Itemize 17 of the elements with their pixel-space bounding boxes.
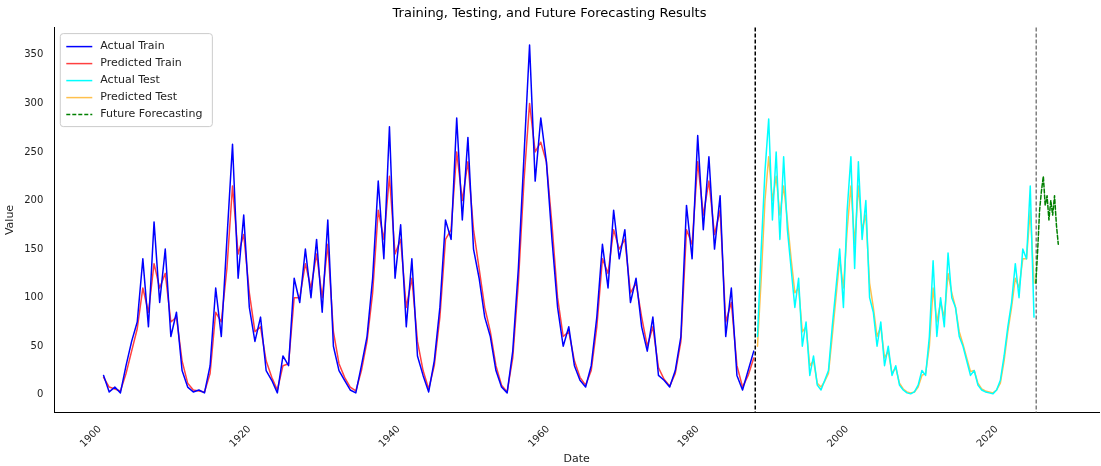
y-tick-label: 100 xyxy=(24,291,44,303)
y-tick-label: 0 xyxy=(36,388,44,400)
y-tick-label: 350 xyxy=(24,48,44,60)
legend-label: Predicted Test xyxy=(100,90,178,104)
y-tick-label: 200 xyxy=(24,194,44,206)
y-tick-label: 150 xyxy=(24,242,44,254)
legend-label: Actual Train xyxy=(100,39,165,53)
y-tick-label: 250 xyxy=(24,145,44,157)
y-axis-title: Value xyxy=(3,204,17,236)
chart-title: Training, Testing, and Future Forecasting Results xyxy=(391,5,707,21)
legend-label: Predicted Train xyxy=(100,56,182,70)
x-axis-title: Date xyxy=(563,452,591,466)
y-tick-label: 50 xyxy=(30,339,44,351)
line-series xyxy=(1035,175,1060,284)
legend-label: Actual Test xyxy=(100,73,161,87)
legend-label: Future Forecasting xyxy=(100,107,203,121)
y-tick-label: 300 xyxy=(24,96,44,108)
